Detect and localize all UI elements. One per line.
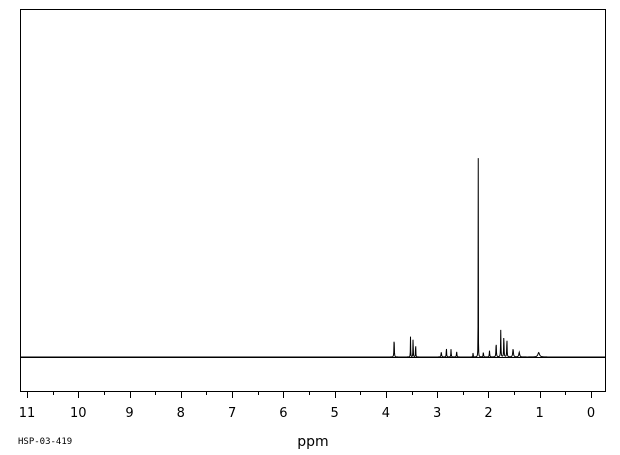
x-axis-label: ppm	[297, 434, 328, 450]
spectrum-trace	[21, 158, 605, 358]
x-axis-tick-label: 10	[70, 406, 87, 421]
x-axis-tick-label: 2	[484, 406, 492, 421]
x-axis-tick-label: 11	[19, 406, 36, 421]
x-axis-tick-label: 3	[433, 406, 441, 421]
spectrum-code: HSP-03-419	[18, 437, 72, 447]
x-axis-tick-label: 0	[587, 406, 595, 421]
x-axis-tick-label: 6	[279, 406, 287, 421]
x-axis-tick-label: 4	[382, 406, 390, 421]
x-axis-ticks	[27, 391, 592, 398]
x-axis-tick-label: 7	[228, 406, 236, 421]
x-axis-tick-labels: 11 10 9 8 7 6 5 4 3 2 1 0	[19, 406, 595, 421]
x-axis-tick-label: 1	[536, 406, 544, 421]
x-axis-tick-label: 8	[177, 406, 185, 421]
x-axis-tick-label: 9	[125, 406, 133, 421]
plot-frame	[20, 9, 606, 392]
x-axis-tick-label: 5	[330, 406, 338, 421]
